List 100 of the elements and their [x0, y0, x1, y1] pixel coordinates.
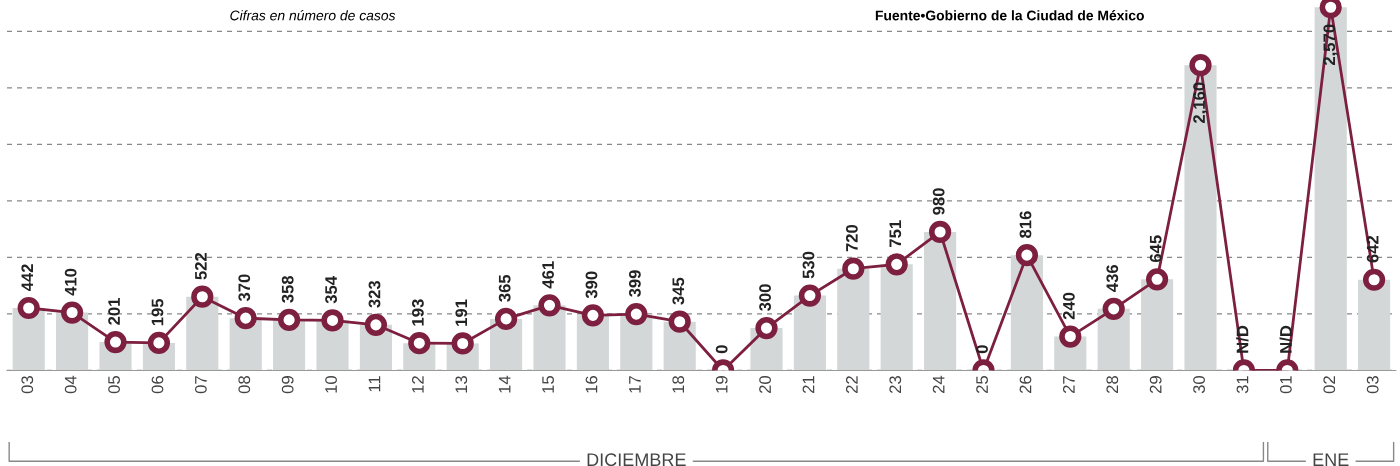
data-label: 390 [585, 271, 598, 299]
x-tick-label: 08 [238, 376, 251, 394]
x-tick-label: 03 [21, 376, 34, 394]
x-tick-label: 29 [1149, 376, 1162, 394]
bar [1358, 279, 1391, 371]
point [321, 309, 344, 332]
x-tick-label: 14 [498, 375, 511, 393]
point [668, 310, 691, 333]
point [147, 331, 171, 355]
point [928, 220, 952, 244]
point [234, 307, 257, 330]
data-label: 816 [1019, 211, 1032, 238]
data-label: 410 [64, 268, 77, 296]
x-tick-label: 10 [325, 375, 337, 393]
data-label: 345 [672, 277, 685, 305]
x-tick-label: 24 [932, 375, 945, 394]
data-label: 193 [411, 299, 424, 326]
x-tick-label: 01 [1279, 376, 1292, 394]
text: ENE [1313, 453, 1349, 466]
point [581, 304, 605, 327]
bar [1314, 7, 1347, 371]
point [625, 302, 648, 326]
x-tick-label: 21 [802, 376, 815, 394]
annotation: Fuente•Gobierno de la Ciudad de México [875, 10, 1144, 21]
data-label: 522 [194, 252, 207, 280]
x-tick-label: 05 [108, 376, 120, 394]
point [1145, 268, 1169, 291]
data-label: 300 [759, 284, 771, 312]
point [60, 301, 84, 324]
bar [924, 231, 957, 371]
point [451, 332, 474, 355]
data-label: 442 [21, 264, 34, 292]
point [1189, 54, 1212, 77]
data-label: 2,160 [1193, 82, 1208, 123]
bar [1141, 279, 1174, 371]
point [408, 332, 431, 355]
point [17, 296, 40, 320]
x-tick-label: 25 [976, 376, 988, 394]
x-tick-label: 16 [585, 376, 598, 393]
x-tick-label: 30 [1193, 375, 1205, 394]
data-label: 370 [238, 274, 251, 302]
x-tick-label: 31 [1236, 376, 1249, 394]
point [1015, 244, 1039, 267]
data-label: 354 [325, 276, 337, 304]
data-label: 645 [1149, 235, 1162, 263]
x-tick-label: 27 [1062, 376, 1075, 394]
data-label: 436 [1106, 264, 1119, 292]
point [494, 307, 518, 330]
data-label: 323 [368, 280, 381, 308]
data-label: N/D [1236, 325, 1249, 353]
data-label: 191 [455, 299, 468, 326]
text: DICIEMBRE [587, 453, 686, 466]
data-label: 530 [802, 251, 815, 279]
x-tick-label: 03 [1366, 376, 1379, 394]
data-label: 751 [889, 220, 902, 247]
x-tick-label: 18 [672, 376, 685, 393]
point [191, 285, 214, 308]
x-tick-label: 11 [368, 376, 381, 392]
data-label: 0 [976, 345, 988, 354]
point [538, 294, 561, 317]
point [277, 308, 301, 331]
x-tick-label: 22 [845, 376, 858, 394]
data-label: 642 [1366, 235, 1379, 263]
bar [793, 295, 826, 371]
x-tick-label: 26 [1019, 376, 1032, 394]
x-tick-label: 19 [715, 376, 728, 393]
x-tick-label: 06 [151, 376, 164, 394]
bar [837, 268, 870, 371]
data-label: 0 [715, 345, 728, 354]
x-tick-label: 09 [281, 376, 294, 394]
point [798, 284, 822, 307]
x-tick-label: 04 [64, 375, 77, 394]
point [1059, 325, 1082, 348]
x-tick-label: 13 [455, 376, 468, 393]
data-label: 461 [542, 261, 554, 289]
x-tick-label: 12 [411, 376, 424, 393]
point [885, 253, 908, 276]
point [755, 316, 778, 340]
bar [1184, 65, 1217, 371]
chart-subtitle: Cifras en número de casos [230, 10, 396, 21]
point [842, 257, 865, 280]
data-label: 980 [932, 188, 945, 215]
x-tick-label: 15 [542, 376, 554, 393]
x-tick-label: 02 [1323, 376, 1336, 394]
point [1102, 297, 1125, 320]
data-label: N/D [1279, 325, 1292, 353]
data-label: 2,570 [1323, 24, 1338, 66]
data-label: 720 [845, 224, 858, 252]
data-label: 399 [628, 270, 641, 298]
data-label: 201 [108, 298, 120, 325]
point [364, 313, 388, 336]
x-tick-label: 07 [194, 376, 207, 394]
point [1362, 268, 1386, 291]
point [104, 330, 127, 354]
x-tick-label: 23 [889, 376, 902, 394]
x-tick-label: 20 [759, 375, 771, 394]
data-label: 365 [498, 274, 511, 302]
bar [1010, 255, 1043, 371]
x-tick-label: 28 [1106, 376, 1119, 394]
bar [880, 264, 913, 371]
